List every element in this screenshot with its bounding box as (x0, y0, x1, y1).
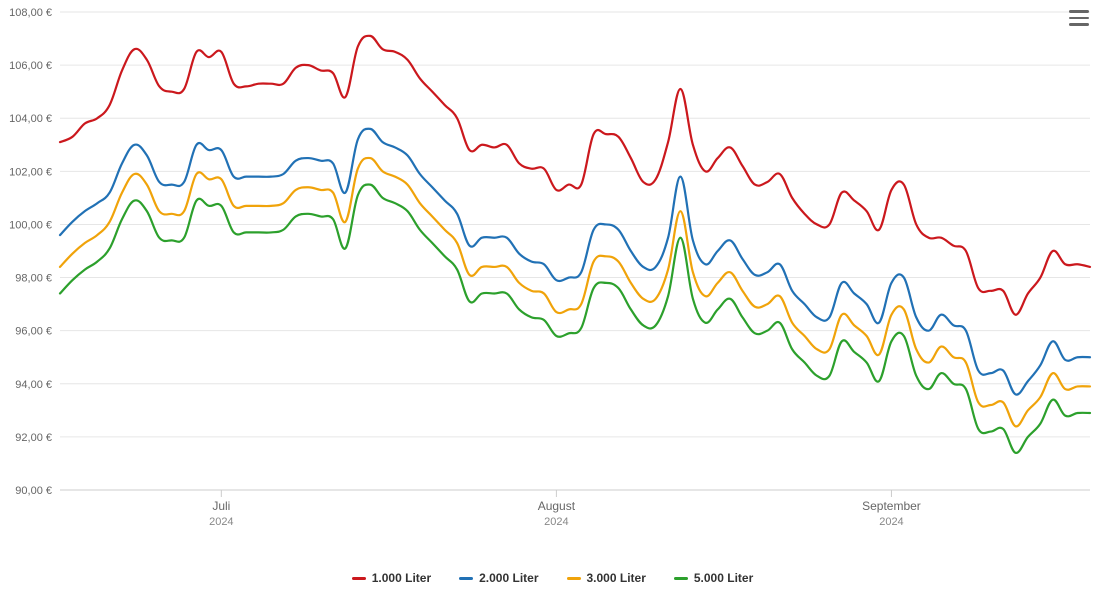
x-tick-month: Juli (212, 499, 230, 513)
legend-item-liter_1000[interactable]: 1.000 Liter (352, 571, 431, 585)
x-tick-year: 2024 (544, 516, 568, 528)
y-tick-label: 90,00 € (15, 485, 52, 497)
x-tick-month: August (538, 499, 576, 513)
y-tick-label: 102,00 € (9, 166, 52, 178)
chart-container: 90,00 € 92,00 € 94,00 € 96,00 € 98,00 € 100,0… (0, 0, 1105, 603)
legend-swatch (674, 577, 688, 580)
legend-label: 1.000 Liter (372, 571, 431, 585)
legend-swatch (567, 577, 581, 580)
legend-swatch (459, 577, 473, 580)
y-tick-label: 96,00 € (15, 326, 52, 338)
x-tick-year: 2024 (879, 516, 903, 528)
y-tick-label: 98,00 € (15, 273, 52, 285)
line-chart: 90,00 € 92,00 € 94,00 € 96,00 € 98,00 € 100,0… (0, 0, 1105, 603)
series-liter_3000[interactable] (60, 158, 1090, 427)
legend-item-liter_5000[interactable]: 5.000 Liter (674, 571, 753, 585)
legend-label: 5.000 Liter (694, 571, 753, 585)
legend-swatch (352, 577, 366, 580)
legend-item-liter_3000[interactable]: 3.000 Liter (567, 571, 646, 585)
y-tick-label: 92,00 € (15, 432, 52, 444)
series-liter_1000[interactable] (60, 36, 1090, 315)
y-tick-label: 108,00 € (9, 7, 52, 19)
x-tick-year: 2024 (209, 516, 233, 528)
legend-item-liter_2000[interactable]: 2.000 Liter (459, 571, 538, 585)
y-tick-label: 94,00 € (15, 379, 52, 391)
legend-label: 3.000 Liter (587, 571, 646, 585)
legend: 1.000 Liter 2.000 Liter 3.000 Liter 5.000 L… (0, 571, 1105, 585)
y-tick-label: 106,00 € (9, 60, 52, 72)
legend-label: 2.000 Liter (479, 571, 538, 585)
hamburger-menu-icon[interactable] (1069, 10, 1089, 28)
y-tick-label: 104,00 € (9, 113, 52, 125)
x-tick-month: September (862, 499, 921, 513)
y-tick-label: 100,00 € (9, 219, 52, 231)
